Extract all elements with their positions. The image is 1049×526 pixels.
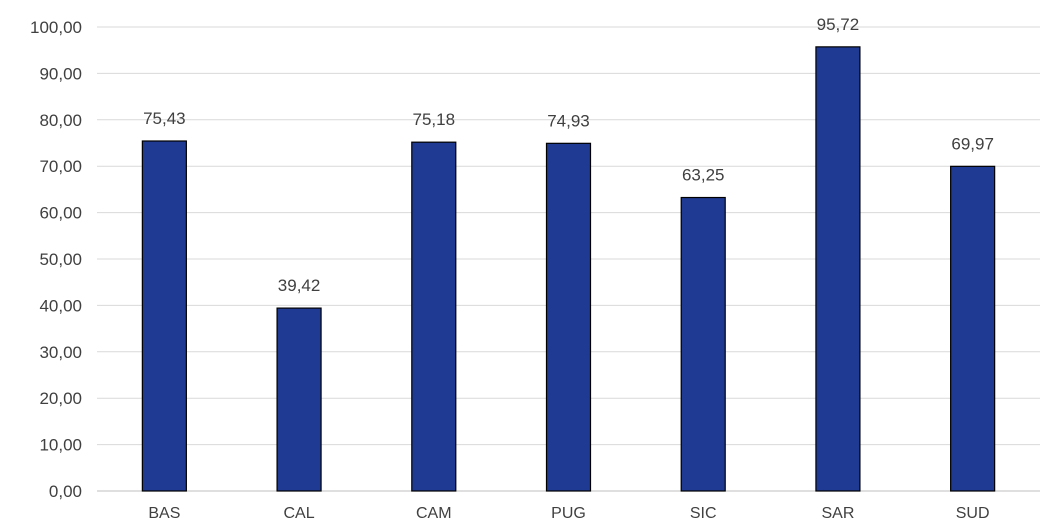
x-tick-label: SAR	[821, 505, 854, 522]
y-tick-label: 70,00	[39, 157, 82, 176]
y-tick-label: 40,00	[39, 296, 82, 315]
data-label: 39,42	[278, 276, 321, 295]
y-tick-label: 90,00	[39, 64, 82, 83]
y-tick-label: 100,00	[30, 18, 82, 37]
data-label: 63,25	[682, 166, 725, 185]
bars	[141, 46, 996, 492]
y-axis-ticks: 0,00 10,00 20,00 30,00 40,00 50,00 60,00 70,00 8…	[30, 18, 82, 501]
y-tick-label: 60,00	[39, 204, 82, 223]
bar	[411, 141, 457, 492]
x-tick-label: PUG	[551, 505, 586, 522]
bar	[950, 165, 996, 492]
bar	[680, 196, 726, 492]
data-label: 95,72	[817, 15, 860, 34]
data-label: 74,93	[547, 111, 590, 130]
bar	[141, 140, 187, 492]
x-tick-label: SUD	[956, 505, 990, 522]
data-label: 75,43	[143, 109, 186, 128]
y-tick-label: 80,00	[39, 111, 82, 130]
data-label: 75,18	[413, 110, 456, 129]
data-labels: 75,43 39,42 75,18 74,93 63,25 95,72 69,97	[143, 15, 994, 295]
y-tick-label: 0,00	[49, 482, 82, 501]
data-label: 69,97	[951, 134, 994, 153]
x-axis-ticks: BAS CAL CAM PUG SIC SAR SUD	[148, 505, 989, 522]
y-tick-label: 50,00	[39, 250, 82, 269]
x-tick-label: SIC	[690, 505, 717, 522]
x-tick-label: CAL	[284, 505, 315, 522]
bar	[815, 46, 861, 492]
y-tick-label: 30,00	[39, 343, 82, 362]
x-tick-label: CAM	[416, 505, 452, 522]
bar	[545, 142, 592, 492]
y-tick-label: 20,00	[39, 389, 82, 408]
y-tick-label: 10,00	[39, 436, 82, 455]
x-tick-label: BAS	[148, 505, 180, 522]
bar	[276, 307, 322, 492]
